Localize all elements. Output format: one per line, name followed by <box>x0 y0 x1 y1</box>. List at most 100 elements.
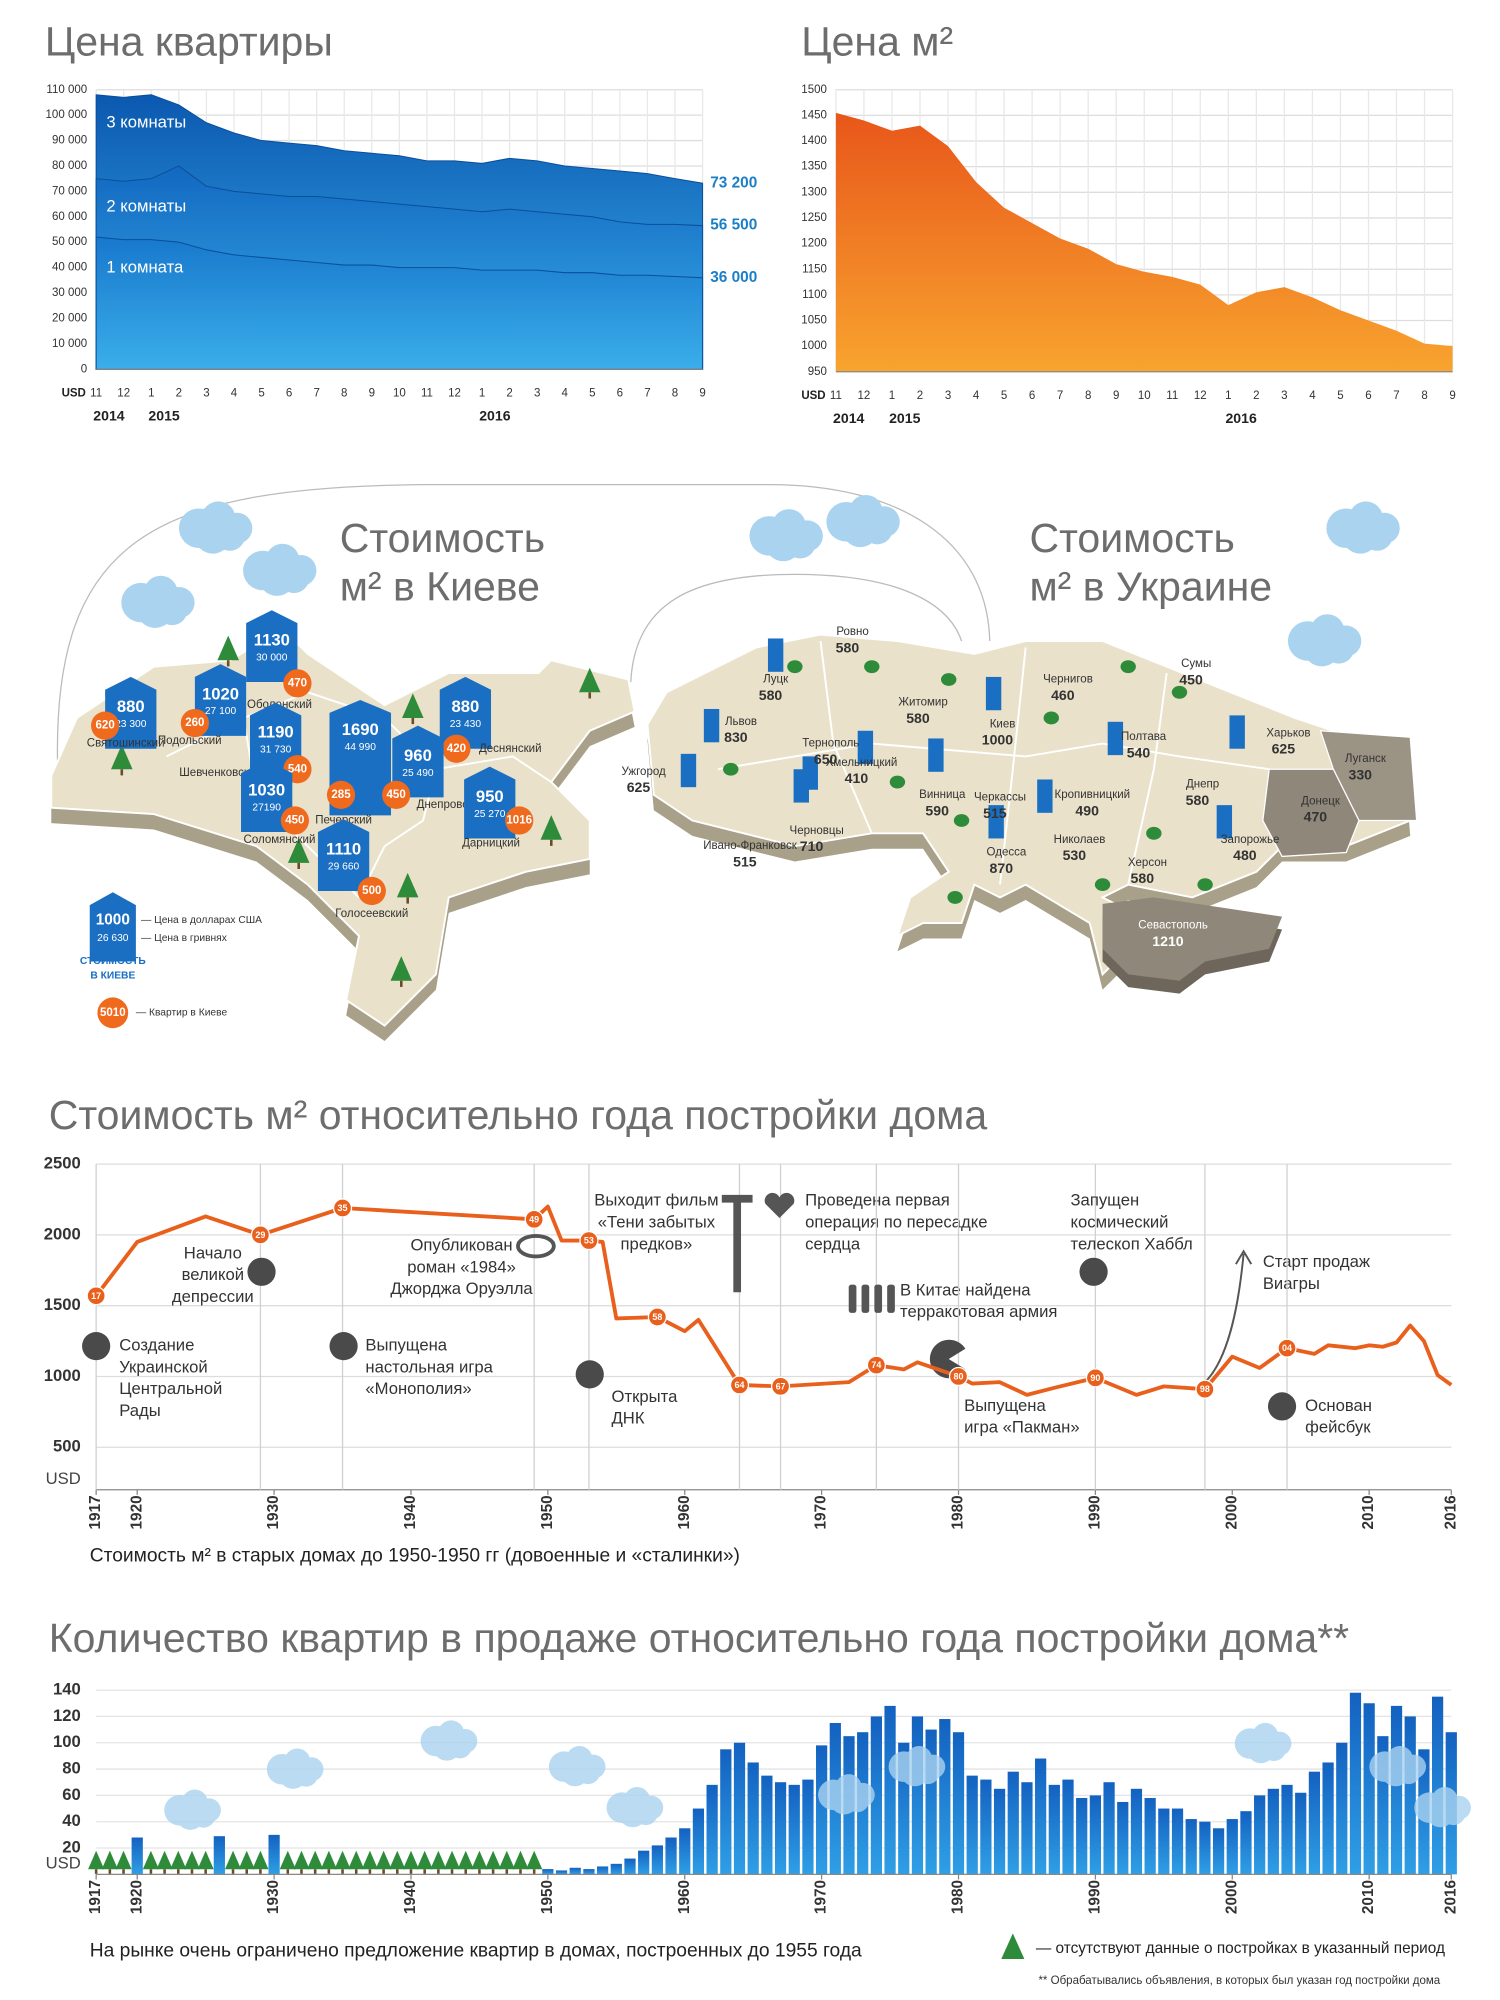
tree-trunk <box>406 897 409 904</box>
tree <box>512 1850 529 1870</box>
bar <box>1130 1788 1143 1875</box>
cloud <box>420 1720 478 1761</box>
tree <box>293 1850 310 1870</box>
bar <box>870 1716 882 1875</box>
region-value: 580 <box>906 710 930 726</box>
district-count-badge <box>283 669 312 698</box>
tree-trunk <box>423 1869 426 1874</box>
tree-trunk <box>505 1869 509 1874</box>
y-tick-label: 1100 <box>802 289 827 301</box>
tree <box>279 1850 296 1870</box>
building <box>241 760 293 833</box>
building <box>928 738 944 772</box>
x-tick-label: 1980 <box>950 1880 967 1914</box>
bar <box>1390 1705 1403 1875</box>
tree-trunk <box>245 1869 249 1874</box>
event-text: Создание <box>119 1336 194 1355</box>
legend-caption: СТОИМОСТЬ <box>80 956 146 967</box>
region-value: 410 <box>845 770 869 786</box>
event-text: терракотовая армия <box>900 1302 1057 1321</box>
unit-label: USD <box>46 1854 81 1873</box>
x-tick-label: 11 <box>421 388 433 400</box>
district-usd: 1030 <box>248 780 285 799</box>
building <box>703 708 720 743</box>
bar <box>1212 1828 1225 1875</box>
tree <box>238 1850 255 1870</box>
tree <box>101 1850 118 1870</box>
bar <box>1021 1782 1033 1875</box>
tree <box>197 1850 214 1870</box>
region-name: Харьков <box>1266 727 1310 739</box>
point-label: 17 <box>91 1291 101 1301</box>
event-text: Украинской <box>119 1357 208 1376</box>
tree <box>361 1850 378 1870</box>
bar <box>1377 1736 1389 1875</box>
bar <box>1185 1819 1197 1875</box>
district-name: Соломянский <box>244 834 316 846</box>
tree <box>320 1850 337 1870</box>
bar <box>213 1836 225 1875</box>
district-count-badge <box>326 780 356 809</box>
district-count: 285 <box>331 789 351 801</box>
tree-trunk <box>204 1869 207 1874</box>
tree <box>485 1850 502 1870</box>
bar <box>651 1845 663 1875</box>
bush <box>941 673 957 686</box>
point <box>579 1230 599 1251</box>
tree-trunk <box>341 1869 344 1874</box>
event-text: Открыта <box>612 1387 679 1406</box>
bush <box>1146 826 1162 840</box>
bar <box>1308 1771 1321 1875</box>
event-icon <box>329 1332 358 1361</box>
event-text: «Монополия» <box>365 1379 471 1398</box>
cloud-part <box>576 1760 601 1785</box>
tree-trunk <box>297 862 300 869</box>
point <box>770 1376 791 1397</box>
cloud <box>164 1789 221 1830</box>
point-label: 04 <box>1282 1343 1292 1353</box>
tree-trunk <box>409 1869 413 1874</box>
tree-trunk <box>94 1869 98 1874</box>
bush <box>947 891 963 904</box>
y-tick-label: 1150 <box>802 263 827 275</box>
event-icon <box>874 1284 883 1313</box>
point <box>524 1209 544 1229</box>
x-tick-label: 10 <box>393 388 406 400</box>
tree <box>287 838 310 863</box>
tree-trunk <box>226 660 230 667</box>
region-name: Днепр <box>1186 779 1219 791</box>
bar <box>952 1732 965 1875</box>
cloud-part <box>447 1734 472 1759</box>
region-value: 580 <box>1186 792 1210 808</box>
region-value: 590 <box>925 802 949 818</box>
y-tick-label: 1400 <box>801 135 827 147</box>
y-tick-label: 80 <box>62 1758 81 1777</box>
bar <box>1267 1788 1279 1875</box>
end-label: 36 000 <box>710 269 757 286</box>
x-tick-label: 12 <box>448 388 461 400</box>
bar <box>1363 1703 1375 1875</box>
event-icon <box>82 1332 111 1361</box>
tree-trunk <box>149 1869 153 1874</box>
bar <box>1431 1696 1444 1875</box>
x-tick-label: 10 <box>1138 390 1151 402</box>
map-title: м² в Украине <box>1029 564 1272 610</box>
x-tick-label: 2000 <box>1223 1495 1240 1529</box>
x-tick-label: 5 <box>1337 390 1343 402</box>
point <box>729 1375 750 1395</box>
cloud-part <box>633 1801 658 1826</box>
bar <box>638 1850 650 1875</box>
district-count-badge <box>442 734 471 763</box>
x-tick-label: 2016 <box>1442 1495 1459 1529</box>
event-icon <box>1079 1257 1108 1286</box>
bar <box>1295 1792 1307 1875</box>
tree <box>183 1850 201 1870</box>
y-tick-label: 1300 <box>801 186 827 198</box>
x-tick-label: 2000 <box>1223 1880 1240 1914</box>
event-text: Основан <box>1305 1396 1372 1415</box>
end-label: 56 500 <box>710 217 757 234</box>
region-name: Полтава <box>1121 731 1167 743</box>
tree <box>224 1850 242 1870</box>
region-value: 1000 <box>982 732 1014 748</box>
